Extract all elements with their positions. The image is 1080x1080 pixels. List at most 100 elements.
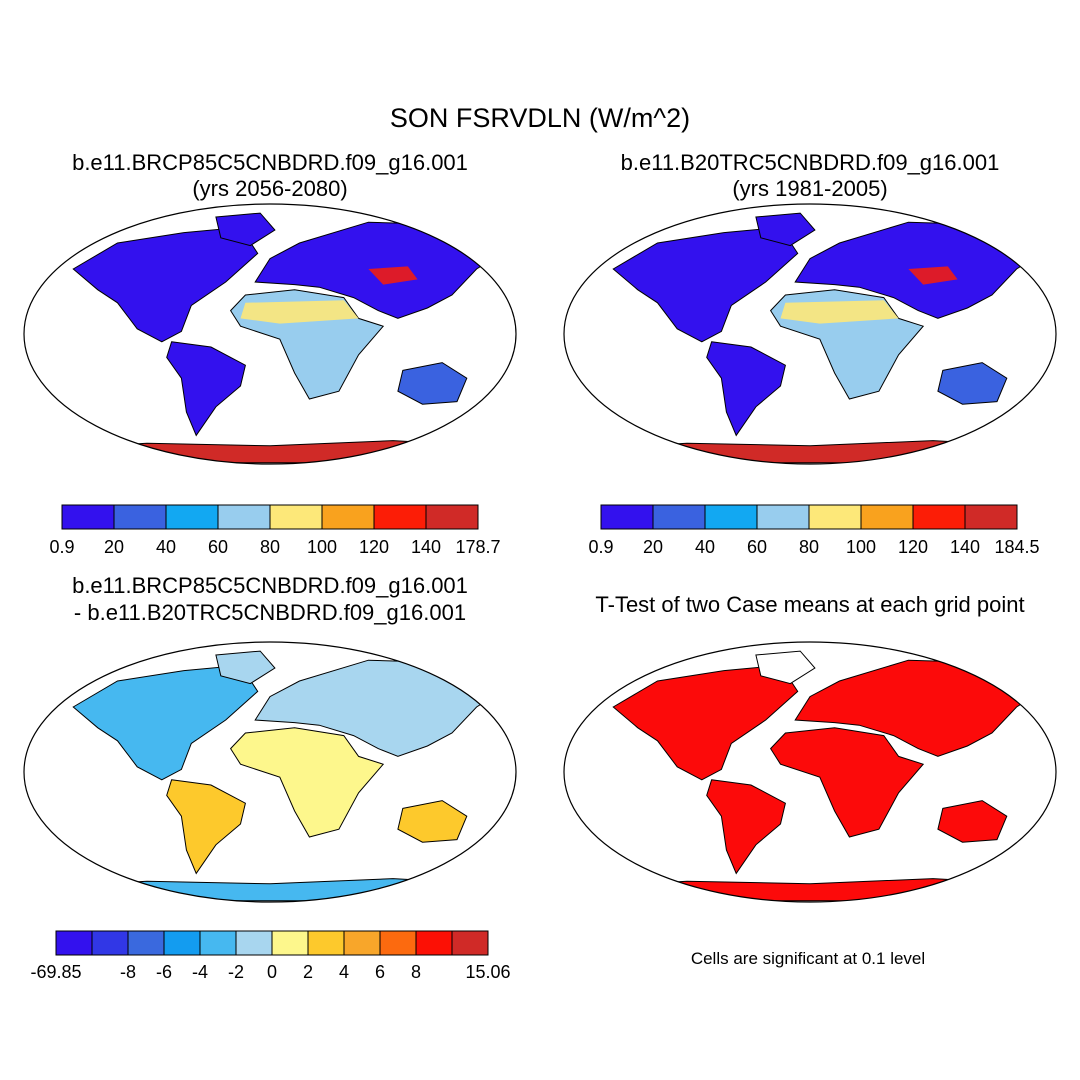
colorbar-swatch bbox=[415, 930, 453, 956]
colorbar-swatch bbox=[163, 930, 201, 956]
colorbar-swatch bbox=[113, 504, 167, 530]
colorbar-swatch bbox=[425, 504, 479, 530]
colorbar-label: 2 bbox=[303, 962, 313, 982]
colorbar-label: 0.9 bbox=[588, 537, 613, 557]
colorbar-label: -69.85 bbox=[30, 962, 81, 982]
map-ttest bbox=[563, 641, 1057, 903]
colorbar-swatch bbox=[373, 504, 427, 530]
map-frame bbox=[563, 641, 1057, 903]
colorbar-diff: -69.85 -8 -6 -4 -2 0 2 4 6 8 15.06 bbox=[30, 930, 511, 982]
landmass-australia bbox=[397, 800, 468, 843]
colorbar-label: 60 bbox=[208, 537, 228, 557]
colorbar-swatch bbox=[55, 930, 93, 956]
colorbar-swatch bbox=[199, 930, 237, 956]
colorbar-label: 60 bbox=[747, 537, 767, 557]
colorbar-swatch bbox=[91, 930, 129, 956]
colorbar-label: 140 bbox=[950, 537, 980, 557]
panel-ttest: T-Test of two Case means at each grid po… bbox=[563, 592, 1057, 968]
colorbar-swatch bbox=[307, 930, 345, 956]
colorbar-label: 8 bbox=[411, 962, 421, 982]
colorbar-swatch bbox=[343, 930, 381, 956]
colorbar-swatch bbox=[379, 930, 417, 956]
panel-case1-title: b.e11.BRCP85C5CNBDRD.f09_g16.001 bbox=[72, 150, 468, 175]
landmass-africa bbox=[769, 727, 925, 838]
colorbar-label: 80 bbox=[799, 537, 819, 557]
colorbar-label: 178.7 bbox=[455, 537, 500, 557]
colorbar-swatch bbox=[165, 504, 219, 530]
colorbar-label: -2 bbox=[228, 962, 244, 982]
colorbar-swatch bbox=[235, 930, 273, 956]
colorbar-label: -6 bbox=[156, 962, 172, 982]
colorbar-label: 4 bbox=[339, 962, 349, 982]
landmass-namerica bbox=[612, 226, 799, 343]
colorbar-swatch bbox=[860, 504, 914, 530]
colorbar-label: 0 bbox=[267, 962, 277, 982]
colorbar-swatch bbox=[964, 504, 1018, 530]
landmass-samerica bbox=[166, 341, 246, 437]
colorbar-label: 140 bbox=[411, 537, 441, 557]
map-diff bbox=[23, 641, 517, 903]
panel-case2-title: b.e11.B20TRC5CNBDRD.f09_g16.001 bbox=[621, 150, 1000, 175]
figure-title: SON FSRVDLN (W/m^2) bbox=[390, 103, 690, 133]
plateau-highlight bbox=[908, 266, 958, 285]
landmass-namerica bbox=[612, 664, 799, 781]
panel-case2: b.e11.B20TRC5CNBDRD.f09_g16.001 (yrs 198… bbox=[563, 150, 1057, 557]
landmass-namerica bbox=[72, 664, 259, 781]
colorbar-case1: 0.9 20 40 60 80 100 120 140 178.7 bbox=[49, 504, 501, 557]
colorbar-label: 184.5 bbox=[994, 537, 1039, 557]
colorbar-swatch bbox=[321, 504, 375, 530]
colorbar-label: 100 bbox=[846, 537, 876, 557]
landmass-greenland bbox=[755, 650, 816, 685]
colorbar-swatch bbox=[808, 504, 862, 530]
colorbar-label: 120 bbox=[898, 537, 928, 557]
landmass-antarctica bbox=[56, 440, 489, 464]
colorbar-swatch bbox=[652, 504, 706, 530]
landmass-australia bbox=[937, 800, 1008, 843]
colorbar-label: 40 bbox=[695, 537, 715, 557]
colorbar-label: 120 bbox=[359, 537, 389, 557]
landmass-eurasia bbox=[254, 659, 503, 757]
colorbar-label: 100 bbox=[307, 537, 337, 557]
desert-band bbox=[780, 300, 899, 324]
colorbar-label: 0.9 bbox=[49, 537, 74, 557]
colorbar-label: 20 bbox=[643, 537, 663, 557]
map-frame bbox=[563, 203, 1057, 465]
panel-ttest-note: Cells are significant at 0.1 level bbox=[691, 949, 925, 968]
colorbar-label: 20 bbox=[104, 537, 124, 557]
landmass-antarctica bbox=[596, 440, 1029, 464]
panel-ttest-title: T-Test of two Case means at each grid po… bbox=[595, 592, 1024, 617]
colorbar-swatch bbox=[271, 930, 309, 956]
colorbar-case2: 0.9 20 40 60 80 100 120 140 184.5 bbox=[588, 504, 1040, 557]
landmass-samerica bbox=[706, 779, 786, 875]
landmass-samerica bbox=[166, 779, 246, 875]
map-frame bbox=[23, 203, 517, 465]
colorbar-swatch bbox=[451, 930, 489, 956]
panel-case1-subtitle: (yrs 2056-2080) bbox=[192, 176, 347, 201]
colorbar-label: -4 bbox=[192, 962, 208, 982]
landmass-australia bbox=[937, 362, 1008, 405]
landmass-greenland bbox=[755, 212, 816, 247]
landmass-antarctica bbox=[56, 878, 489, 902]
colorbar-swatch bbox=[600, 504, 654, 530]
map-case2 bbox=[563, 203, 1057, 465]
colorbar-label: 6 bbox=[375, 962, 385, 982]
panel-case1: b.e11.BRCP85C5CNBDRD.f09_g16.001 (yrs 20… bbox=[23, 150, 517, 557]
panel-diff-subtitle: - b.e11.B20TRC5CNBDRD.f09_g16.001 bbox=[74, 600, 466, 625]
colorbar-label: 15.06 bbox=[465, 962, 510, 982]
landmass-greenland bbox=[215, 212, 276, 247]
landmass-eurasia bbox=[794, 659, 1043, 757]
landmass-namerica bbox=[72, 226, 259, 343]
landmass-samerica bbox=[706, 341, 786, 437]
colorbar-swatch bbox=[756, 504, 810, 530]
landmass-antarctica bbox=[596, 878, 1029, 902]
landmass-greenland bbox=[215, 650, 276, 685]
colorbar-swatch bbox=[704, 504, 758, 530]
landmass-africa bbox=[229, 727, 385, 838]
map-frame bbox=[23, 641, 517, 903]
landmass-australia bbox=[397, 362, 468, 405]
plateau-highlight bbox=[368, 266, 418, 285]
colorbar-swatch bbox=[127, 930, 165, 956]
panel-diff-title: b.e11.BRCP85C5CNBDRD.f09_g16.001 bbox=[72, 573, 468, 598]
colorbar-label: -8 bbox=[120, 962, 136, 982]
